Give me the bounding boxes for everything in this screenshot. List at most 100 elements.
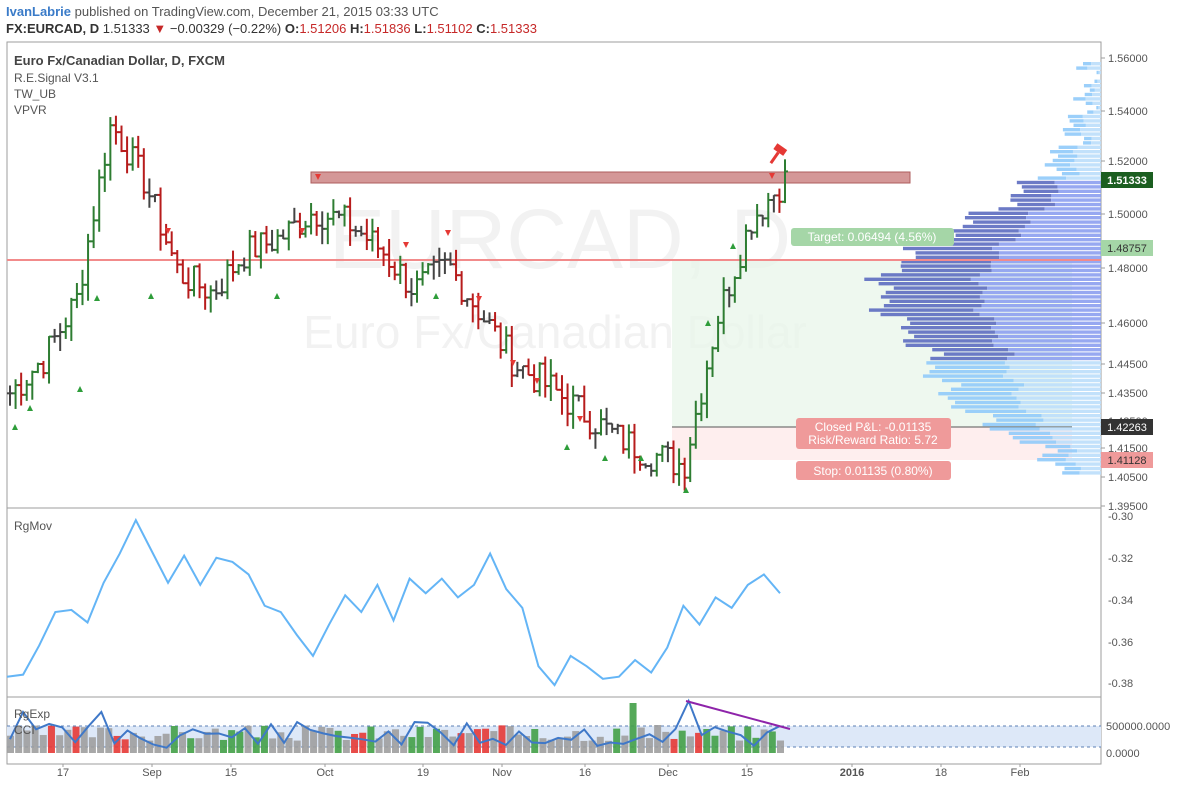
- volume-row: [1073, 123, 1086, 127]
- volume-row: [1065, 458, 1101, 462]
- indicator-label-1[interactable]: R.E.Signal V3.1: [14, 71, 99, 85]
- rgexp-bar: [31, 725, 39, 753]
- sell-signal-marker: [510, 360, 516, 366]
- rgexp-bar: [39, 734, 47, 753]
- volume-row: [950, 387, 1019, 391]
- volume-row: [1010, 194, 1052, 198]
- volume-row: [993, 414, 1042, 418]
- volume-row: [1082, 114, 1101, 119]
- volume-row: [1014, 352, 1101, 356]
- rgexp-bar: [490, 731, 498, 753]
- indicator-label-2[interactable]: TW_UB: [14, 87, 56, 101]
- rgexp-bar: [383, 731, 391, 753]
- rgexp-bar: [228, 730, 236, 753]
- cci-title[interactable]: CCI: [14, 723, 35, 737]
- volume-row: [1010, 198, 1052, 202]
- time-tick-label: 19: [417, 767, 429, 779]
- rgexp-bar: [703, 729, 711, 753]
- volume-row: [1092, 101, 1101, 105]
- volume-row: [1037, 176, 1067, 180]
- volume-row: [922, 374, 1004, 378]
- volume-row: [1028, 211, 1101, 215]
- indicator-label-3[interactable]: VPVR: [14, 103, 47, 117]
- volume-row: [1006, 370, 1101, 374]
- volume-row: [938, 392, 1012, 396]
- price-change: −0.00329 (−0.22%): [169, 21, 282, 36]
- rr-text: Risk/Reward Ratio: 5.72: [808, 433, 938, 447]
- rgexp-bar: [187, 738, 195, 753]
- high-label: H:: [349, 21, 364, 36]
- volume-row: [961, 383, 1025, 387]
- volume-row: [1042, 453, 1069, 457]
- author-link[interactable]: IvanLabrie: [6, 4, 72, 19]
- time-tick-label: Sep: [142, 767, 162, 779]
- rgexp-bar: [146, 740, 154, 753]
- buy-signal-marker: [683, 487, 689, 493]
- divergence-line[interactable]: [685, 700, 791, 730]
- buy-signal-marker: [638, 455, 644, 461]
- sell-signal-marker: [476, 296, 482, 302]
- volume-row: [943, 352, 1015, 356]
- volume-row: [910, 321, 997, 325]
- chart-header: IvanLabrie published on TradingView.com,…: [0, 0, 1184, 40]
- volume-row: [1069, 119, 1084, 123]
- volume-row: [979, 273, 1101, 277]
- last-price: 1.51333: [102, 21, 150, 36]
- sell-signal-marker: [577, 416, 583, 422]
- volume-row: [964, 216, 1027, 220]
- symbol-label[interactable]: FX:EURCAD, D: [6, 21, 100, 36]
- sell-signal-marker: [403, 242, 409, 248]
- rgexp-bar: [441, 729, 449, 753]
- volume-row: [889, 299, 985, 303]
- rgexp-bar: [432, 728, 440, 753]
- low-label: L:: [414, 21, 427, 36]
- hammer-icon[interactable]: [766, 143, 788, 166]
- volume-row: [984, 299, 1101, 303]
- rgexp-bar: [695, 732, 703, 753]
- rgexp-bar: [736, 740, 744, 753]
- rgexp-title[interactable]: RgExp: [14, 707, 50, 721]
- time-axis[interactable]: 17 Sep 15 Oct 19 Nov 16 Dec 15 2016 18 Feb: [57, 764, 1030, 779]
- rgexp-bar: [416, 726, 424, 753]
- volume-row: [1087, 66, 1101, 70]
- high-value: 1.51836: [363, 21, 411, 36]
- buy-signal-marker: [602, 455, 608, 461]
- volume-row: [970, 277, 1101, 281]
- volume-row: [1024, 383, 1101, 387]
- rgmov-axis[interactable]: -0.30 -0.32 -0.34 -0.36 -0.38: [1108, 511, 1133, 690]
- volume-row: [1091, 84, 1101, 88]
- resistance-zone[interactable]: [310, 171, 911, 184]
- volume-row: [1008, 348, 1101, 352]
- sell-signal-marker: [165, 228, 171, 234]
- rgexp-bar: [555, 737, 563, 753]
- price-tick-label: 1.43500: [1108, 388, 1148, 400]
- volume-row: [1085, 97, 1101, 101]
- volume-row: [987, 286, 1101, 290]
- volume-row: [991, 260, 1101, 264]
- time-tick-label: 16: [579, 767, 591, 779]
- rgmov-title[interactable]: RgMov: [14, 519, 52, 533]
- rgexp-bar: [719, 730, 727, 753]
- volume-row: [998, 242, 1101, 246]
- rgexp-axis[interactable]: 500000.0000 0.0000: [1106, 721, 1170, 760]
- open-value: 1.51206: [299, 21, 347, 36]
- rgexp-bar: [342, 739, 350, 753]
- rgexp-bar: [334, 730, 342, 753]
- volume-row: [1062, 471, 1080, 475]
- stop-badge: [796, 461, 951, 480]
- volume-row: [1007, 356, 1101, 361]
- volume-row: [885, 290, 983, 295]
- volume-row: [1075, 462, 1101, 466]
- price-axis[interactable]: 1.56000 1.54000 1.52000 1.50000 1.48000 1.460…: [1101, 53, 1148, 513]
- rgexp-bar: [121, 739, 129, 753]
- price-tick-label: 1.50000: [1108, 209, 1148, 221]
- volume-row: [1004, 361, 1101, 365]
- volume-row: [926, 361, 1005, 365]
- buy-signal-marker: [94, 295, 100, 301]
- time-tick-label: Oct: [316, 767, 333, 779]
- price-bars: [7, 115, 788, 491]
- volume-row: [1091, 141, 1101, 145]
- rgexp-bar: [727, 726, 735, 753]
- target-badge: [791, 228, 954, 246]
